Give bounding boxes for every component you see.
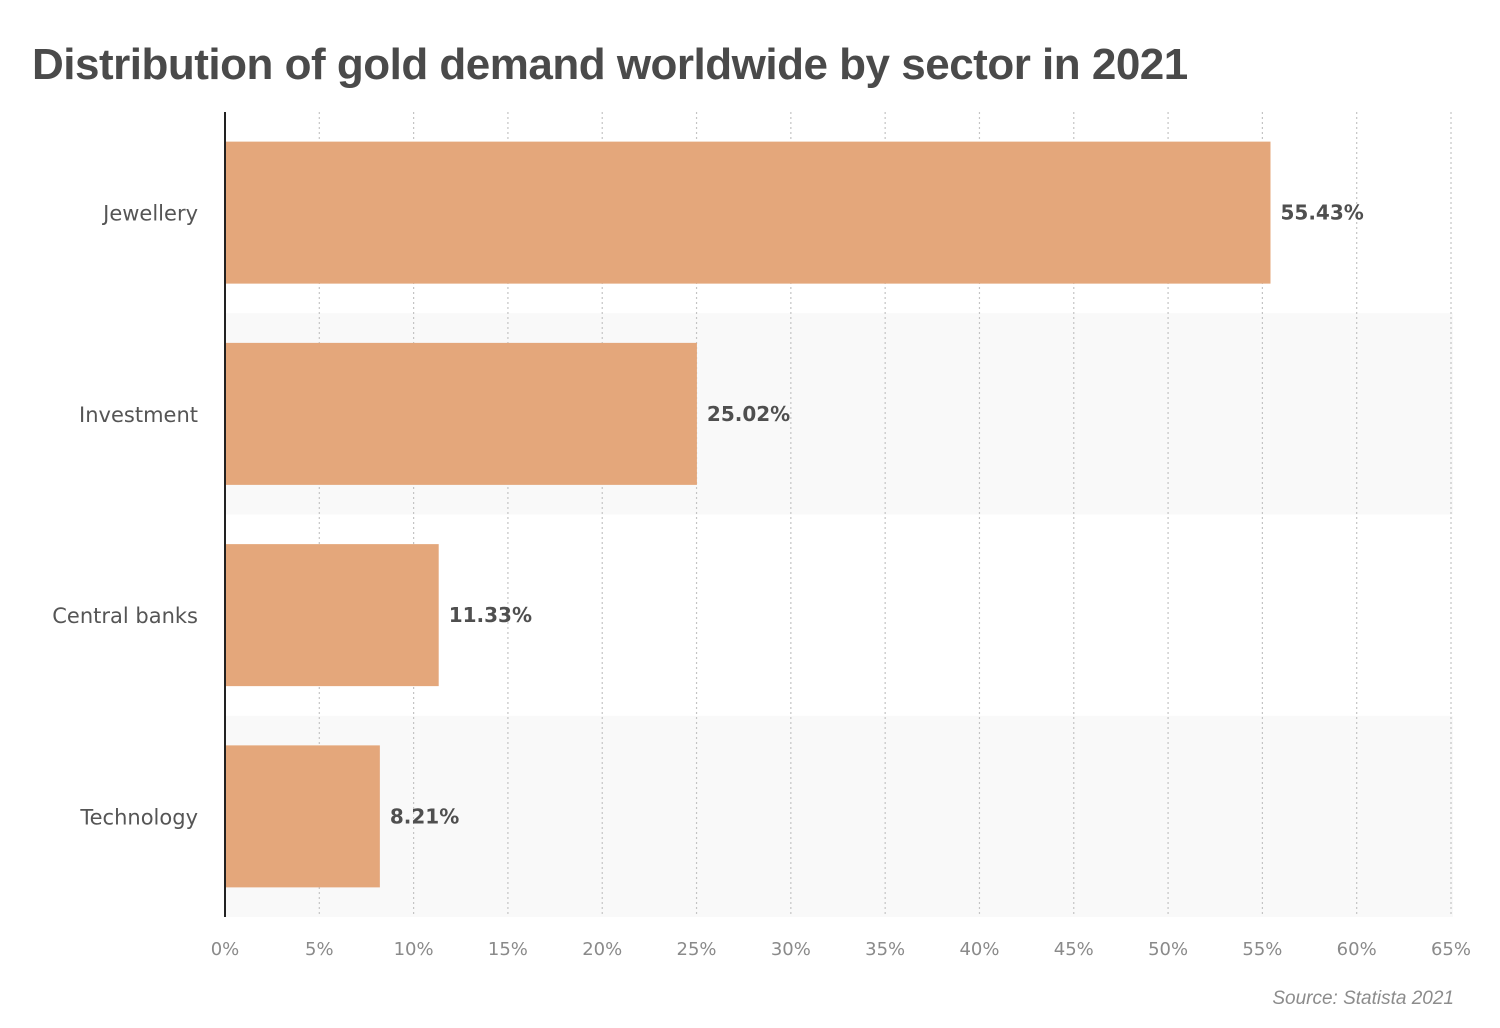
bar xyxy=(225,745,380,888)
category-label: Central banks xyxy=(52,604,198,628)
bar xyxy=(225,342,697,485)
category-label: Technology xyxy=(79,805,198,829)
x-tick-label: 40% xyxy=(959,939,999,960)
value-label: 11.33% xyxy=(449,603,532,627)
x-tick-label: 5% xyxy=(305,939,334,960)
x-tick-label: 55% xyxy=(1242,939,1282,960)
chart-title: Distribution of gold demand worldwide by… xyxy=(32,40,1188,89)
x-tick-label: 15% xyxy=(488,939,528,960)
x-tick-label: 20% xyxy=(582,939,622,960)
bar xyxy=(225,544,439,687)
bar xyxy=(225,141,1271,284)
value-label: 55.43% xyxy=(1280,201,1363,225)
x-tick-label: 0% xyxy=(211,939,240,960)
row-band xyxy=(225,715,1453,917)
x-tick-label: 65% xyxy=(1431,939,1471,960)
x-tick-label: 50% xyxy=(1148,939,1188,960)
x-tick-label: 60% xyxy=(1337,939,1377,960)
x-tick-label: 25% xyxy=(677,939,717,960)
x-tick-label: 30% xyxy=(771,939,811,960)
source-note: Source: Statista 2021 xyxy=(1272,988,1454,1009)
x-tick-label: 10% xyxy=(394,939,434,960)
x-tick-label: 35% xyxy=(865,939,905,960)
category-label: Investment xyxy=(79,403,198,427)
x-tick-label: 45% xyxy=(1054,939,1094,960)
value-label: 8.21% xyxy=(390,804,459,828)
value-label: 25.02% xyxy=(707,402,790,426)
category-label: Jewellery xyxy=(101,202,198,226)
